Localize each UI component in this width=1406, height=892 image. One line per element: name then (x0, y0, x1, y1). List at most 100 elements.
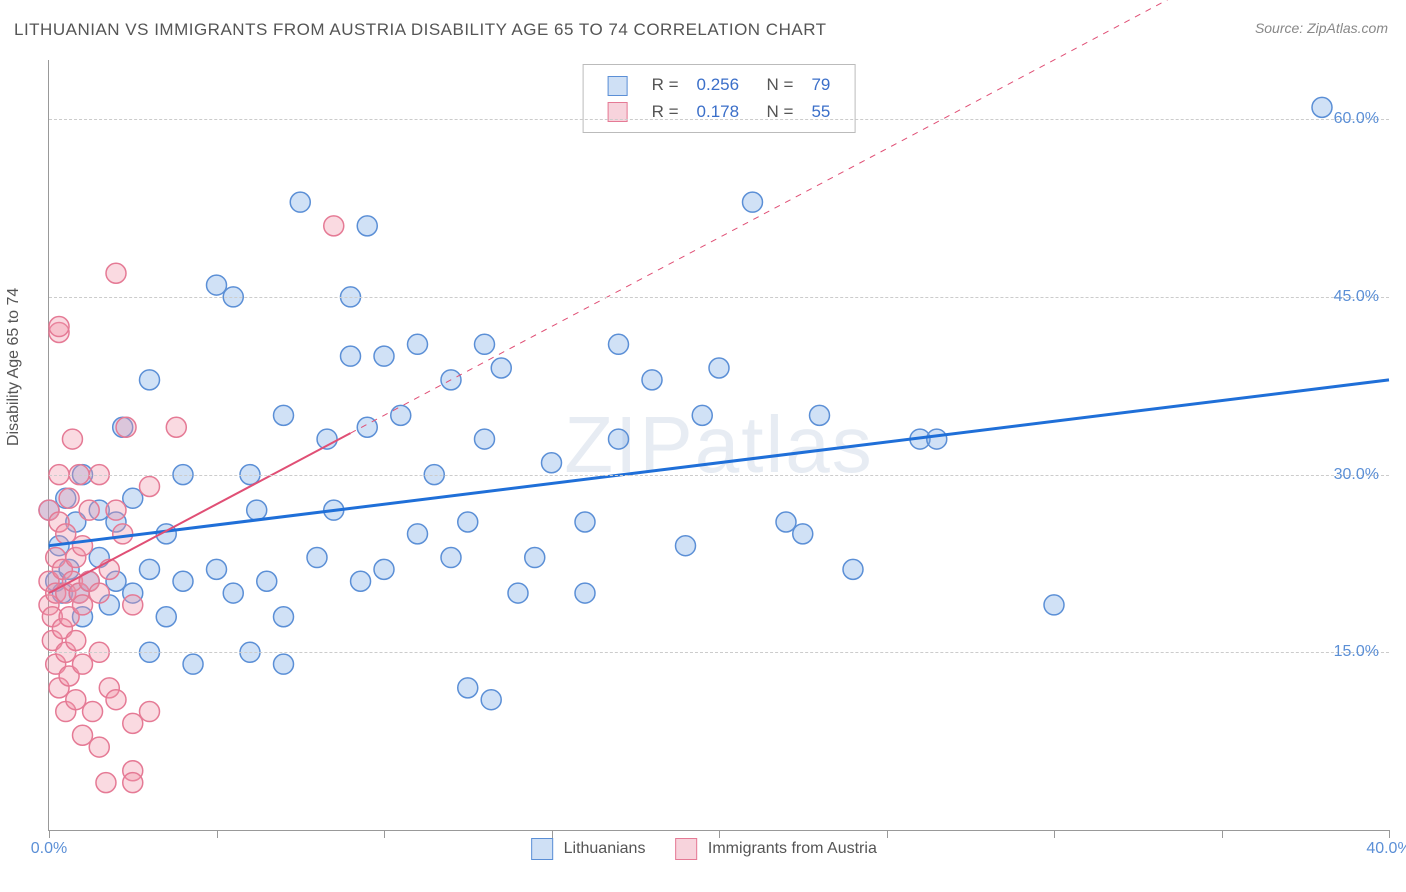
x-tick (552, 830, 553, 838)
x-tick-label: 40.0% (1366, 840, 1406, 858)
data-point (374, 346, 394, 366)
bottom-legend: Lithuanians Immigrants from Austria (531, 838, 907, 860)
data-point (508, 583, 528, 603)
data-point (73, 536, 93, 556)
data-point (408, 334, 428, 354)
data-point (106, 263, 126, 283)
data-point (458, 512, 478, 532)
data-point (324, 216, 344, 236)
data-point (156, 607, 176, 627)
data-point (843, 559, 863, 579)
data-point (290, 192, 310, 212)
data-point (458, 678, 478, 698)
data-point (274, 405, 294, 425)
x-tick (719, 830, 720, 838)
data-point (140, 476, 160, 496)
data-point (391, 405, 411, 425)
x-tick (1389, 830, 1390, 838)
data-point (609, 334, 629, 354)
stats-legend-box: R =0.256 N =79R =0.178 N =55 (583, 64, 856, 133)
chart-plot-area: ZIPatlas R =0.256 N =79R =0.178 N =55 Li… (48, 60, 1389, 831)
x-tick (1222, 830, 1223, 838)
data-point (609, 429, 629, 449)
data-point (927, 429, 947, 449)
legend-swatch (608, 76, 628, 96)
data-point (89, 583, 109, 603)
legend-item: Immigrants from Austria (675, 840, 876, 857)
data-point (743, 192, 763, 212)
chart-title: LITHUANIAN VS IMMIGRANTS FROM AUSTRIA DI… (14, 20, 827, 40)
data-point (793, 524, 813, 544)
data-point (56, 524, 76, 544)
stat-r-value: 0.178 (689, 100, 748, 125)
data-point (89, 737, 109, 757)
stat-r-label: R = (644, 100, 687, 125)
data-point (106, 690, 126, 710)
data-point (99, 559, 119, 579)
data-point (140, 559, 160, 579)
data-point (525, 548, 545, 568)
data-point (357, 216, 377, 236)
data-point (66, 690, 86, 710)
stat-n-label: N = (749, 100, 801, 125)
data-point (542, 453, 562, 473)
data-point (642, 370, 662, 390)
source-link[interactable]: ZipAtlas.com (1307, 20, 1388, 36)
legend-item: Lithuanians (531, 840, 645, 857)
data-point (441, 548, 461, 568)
data-point (810, 405, 830, 425)
data-point (73, 654, 93, 674)
data-point (62, 429, 82, 449)
data-point (49, 317, 69, 337)
data-point (166, 417, 186, 437)
data-point (79, 500, 99, 520)
trend-line (49, 380, 1389, 546)
data-point (123, 773, 143, 793)
data-point (575, 512, 595, 532)
y-tick-label: 60.0% (1334, 110, 1379, 128)
data-point (709, 358, 729, 378)
data-point (59, 488, 79, 508)
data-point (481, 690, 501, 710)
data-point (123, 488, 143, 508)
stats-table: R =0.256 N =79R =0.178 N =55 (598, 71, 841, 126)
data-point (1312, 97, 1332, 117)
data-point (676, 536, 696, 556)
data-point (123, 713, 143, 733)
data-point (307, 548, 327, 568)
y-axis-title: Disability Age 65 to 74 (5, 288, 23, 446)
data-point (123, 595, 143, 615)
data-point (776, 512, 796, 532)
x-tick-label: 0.0% (31, 840, 67, 858)
gridline (49, 297, 1389, 298)
data-point (475, 334, 495, 354)
data-point (341, 346, 361, 366)
source-label: Source: ZipAtlas.com (1255, 20, 1388, 36)
gridline (49, 119, 1389, 120)
x-tick (1054, 830, 1055, 838)
gridline (49, 652, 1389, 653)
stat-r-label: R = (644, 73, 687, 98)
y-tick-label: 45.0% (1334, 288, 1379, 306)
legend-swatch (531, 838, 553, 860)
x-tick (887, 830, 888, 838)
data-point (207, 275, 227, 295)
data-point (183, 654, 203, 674)
data-point (247, 500, 267, 520)
stats-row: R =0.256 N =79 (600, 73, 839, 98)
data-point (374, 559, 394, 579)
stat-n-value: 55 (803, 100, 838, 125)
data-point (1044, 595, 1064, 615)
x-tick (384, 830, 385, 838)
y-tick-label: 15.0% (1334, 643, 1379, 661)
data-point (73, 595, 93, 615)
data-point (113, 524, 133, 544)
data-point (408, 524, 428, 544)
data-point (173, 571, 193, 591)
data-point (274, 654, 294, 674)
data-point (257, 571, 277, 591)
data-point (223, 583, 243, 603)
data-point (351, 571, 371, 591)
stat-r-value: 0.256 (689, 73, 748, 98)
stat-n-value: 79 (803, 73, 838, 98)
